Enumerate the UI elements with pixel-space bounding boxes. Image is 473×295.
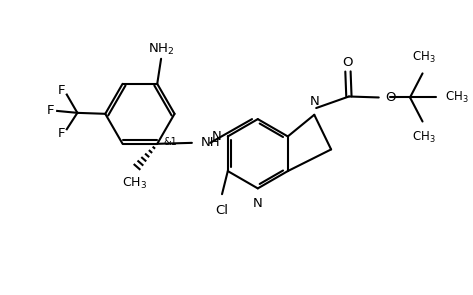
Text: F: F <box>47 104 54 117</box>
Text: O: O <box>343 56 353 69</box>
Text: NH$_2$: NH$_2$ <box>148 42 174 57</box>
Text: N: N <box>309 95 319 108</box>
Text: F: F <box>57 127 65 140</box>
Text: CH$_3$: CH$_3$ <box>122 176 147 191</box>
Text: NH: NH <box>201 136 220 149</box>
Text: &1: &1 <box>163 137 177 147</box>
Text: CH$_3$: CH$_3$ <box>412 130 435 145</box>
Text: CH$_3$: CH$_3$ <box>445 90 469 105</box>
Text: F: F <box>57 84 65 97</box>
Text: Cl: Cl <box>216 204 228 217</box>
Text: O: O <box>385 91 396 104</box>
Text: N: N <box>211 130 221 143</box>
Text: CH$_3$: CH$_3$ <box>412 50 435 65</box>
Text: N: N <box>253 197 263 210</box>
